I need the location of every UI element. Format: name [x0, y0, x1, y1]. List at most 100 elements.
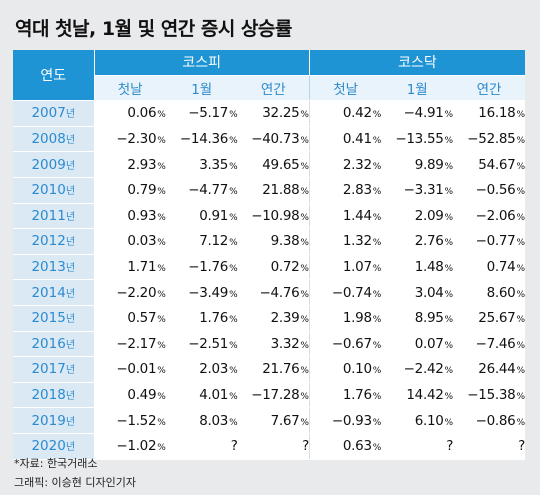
percent-sign: % [444, 238, 454, 249]
year-value: 2020 [31, 438, 66, 455]
value-cell: 3.04% [381, 279, 454, 306]
percent-sign: % [372, 136, 382, 147]
return-value: 1.48 [414, 259, 444, 276]
value-cell: −13.55% [381, 126, 454, 153]
year-suffix: 년 [65, 391, 76, 403]
percent-sign: % [300, 110, 309, 121]
return-value: −0.56 [475, 182, 516, 199]
percent-sign: % [516, 417, 525, 428]
value-cell: ? [165, 433, 238, 460]
return-value: ? [230, 438, 238, 455]
year-cell: 2017년 [13, 356, 95, 383]
return-value: 26.44 [478, 361, 516, 378]
return-value: 16.18 [478, 105, 516, 122]
return-value: 0.41 [342, 131, 372, 148]
value-cell: 16.18% [453, 100, 525, 127]
table-row: 2016년 −2.17% −2.51% 3.32% −0.67% 0.07% −7.46% [13, 331, 525, 358]
percent-sign: % [157, 289, 166, 300]
percent-sign: % [444, 187, 454, 198]
return-value: −2.30 [116, 131, 157, 148]
value-cell: 54.67% [453, 151, 525, 178]
percent-sign: % [300, 161, 309, 172]
value-cell: 1.98% [309, 305, 382, 332]
return-value: 21.88 [262, 182, 300, 199]
return-value: 3.32 [270, 335, 300, 352]
table-row: 2009년 2.93% 3.35% 49.65% 2.32% 9.89% 54.67% [13, 151, 525, 178]
return-value: 0.63 [342, 438, 372, 455]
year-suffix: 년 [65, 237, 76, 249]
return-value: −4.76 [259, 284, 300, 301]
table-row: 2011년 0.93% 0.91% −10.98% 1.44% 2.09% −2.06% [13, 203, 525, 230]
value-cell: 1.76% [165, 305, 238, 332]
value-cell: 49.65% [237, 151, 310, 178]
percent-sign: % [300, 136, 309, 147]
year-value: 2010 [31, 182, 66, 199]
value-cell: 7.67% [237, 407, 310, 434]
percent-sign: % [157, 212, 166, 223]
value-cell: 2.09% [381, 203, 454, 230]
value-cell: 0.06% [94, 100, 166, 127]
year-cell: 2010년 [13, 177, 95, 204]
return-value: 1.44 [342, 207, 372, 224]
percent-sign: % [516, 289, 525, 300]
percent-sign: % [372, 212, 382, 223]
percent-sign: % [229, 366, 238, 377]
return-value: 2.93 [127, 156, 157, 173]
return-value: −0.77 [475, 233, 516, 250]
source-note: *자료: 한국거래소 [14, 457, 98, 470]
percent-sign: % [300, 366, 309, 377]
return-value: 0.74 [486, 259, 516, 276]
value-cell: 0.57% [94, 305, 166, 332]
percent-sign: % [372, 264, 382, 275]
return-value: −40.73 [251, 131, 300, 148]
year-suffix: 년 [65, 314, 76, 326]
value-cell: −14.36% [165, 126, 238, 153]
return-value: 9.38 [270, 233, 300, 250]
value-cell: −0.86% [453, 407, 525, 434]
percent-sign: % [229, 136, 238, 147]
return-value: −7.46 [475, 335, 516, 352]
value-cell: 0.91% [165, 203, 238, 230]
percent-sign: % [372, 340, 382, 351]
value-cell: −0.93% [309, 407, 382, 434]
return-value: −4.77 [188, 182, 229, 199]
percent-sign: % [229, 417, 238, 428]
return-value: 0.42 [342, 105, 372, 122]
percent-sign: % [516, 110, 525, 121]
return-value: 3.04 [414, 284, 444, 301]
year-cell: 2018년 [13, 382, 95, 409]
value-cell: 21.76% [237, 356, 310, 383]
percent-sign: % [229, 161, 238, 172]
percent-sign: % [372, 417, 382, 428]
value-cell: −0.01% [94, 356, 166, 383]
table-row: 2007년 0.06% −5.17% 32.25% 0.42% −4.91% 16.18% [13, 100, 525, 127]
table-row: 2010년 0.79% −4.77% 21.88% 2.83% −3.31% −0.56% [13, 177, 525, 204]
return-value: 4.01 [199, 387, 229, 404]
value-cell: 0.74% [453, 254, 525, 281]
percent-sign: % [300, 289, 309, 300]
percent-sign: % [372, 315, 382, 326]
value-cell: 2.03% [165, 356, 238, 383]
return-value: 1.76 [342, 387, 372, 404]
returns-table: 연도 코스피 코스닥 첫날 1월 연간 첫날 1월 연간 2007년 0.06% −… [13, 50, 525, 460]
year-cell: 2014년 [13, 279, 95, 306]
kospi-group-header: 코스피 [94, 50, 310, 76]
value-cell: 0.10% [309, 356, 382, 383]
value-cell: 0.41% [309, 126, 382, 153]
percent-sign: % [444, 392, 454, 403]
return-value: −2.51 [188, 335, 229, 352]
return-value: 0.10 [342, 361, 372, 378]
year-column-header: 연도 [13, 50, 95, 102]
return-value: ? [302, 438, 309, 455]
return-value: 6.10 [414, 412, 444, 429]
percent-sign: % [444, 366, 454, 377]
year-cell: 2008년 [13, 126, 95, 153]
percent-sign: % [516, 366, 525, 377]
kospi-annual-header: 연간 [237, 75, 310, 102]
percent-sign: % [157, 315, 166, 326]
value-cell: −40.73% [237, 126, 310, 153]
year-cell: 2015년 [13, 305, 95, 332]
return-value: 7.12 [199, 233, 229, 250]
percent-sign: % [372, 187, 382, 198]
return-value: 2.76 [414, 233, 444, 250]
